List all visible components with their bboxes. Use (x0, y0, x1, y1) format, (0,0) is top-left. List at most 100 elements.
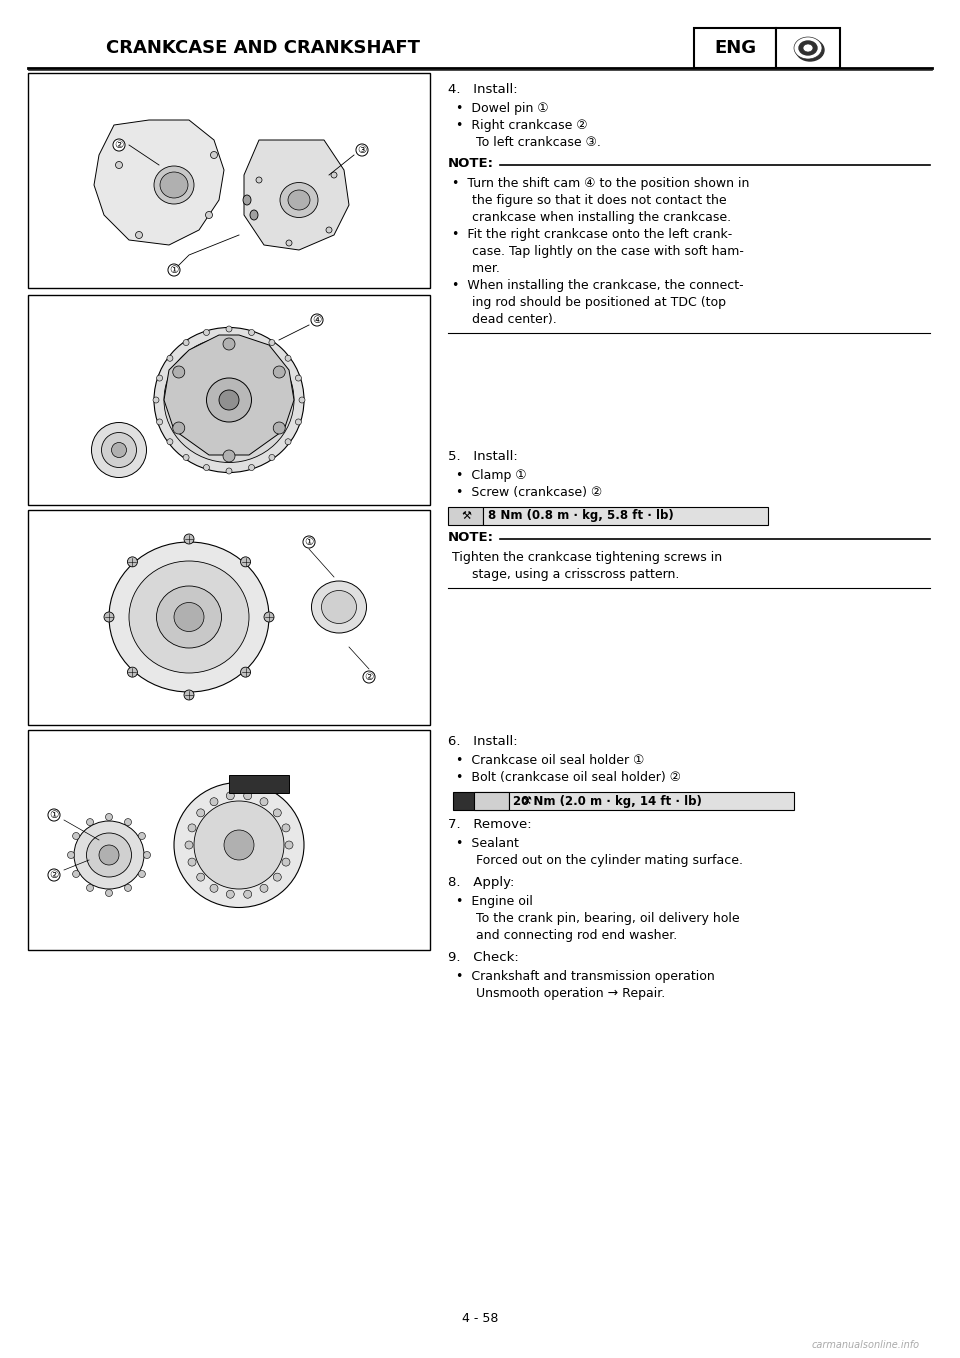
Ellipse shape (796, 39, 824, 61)
Ellipse shape (803, 43, 813, 52)
Ellipse shape (138, 870, 145, 877)
Text: dead center).: dead center). (452, 312, 557, 326)
Ellipse shape (244, 792, 252, 800)
Ellipse shape (184, 534, 194, 545)
Ellipse shape (227, 891, 234, 898)
Ellipse shape (154, 327, 304, 473)
Ellipse shape (286, 240, 292, 246)
Text: •  Engine oil: • Engine oil (456, 895, 533, 909)
Ellipse shape (174, 603, 204, 631)
Ellipse shape (109, 542, 269, 693)
Ellipse shape (282, 824, 290, 832)
Bar (28, 731, 430, 951)
Ellipse shape (206, 378, 252, 422)
Ellipse shape (223, 449, 235, 462)
Text: Unsmooth operation → Repair.: Unsmooth operation → Repair. (456, 987, 665, 999)
Ellipse shape (226, 469, 232, 474)
Polygon shape (94, 120, 224, 244)
Bar (28, 511, 430, 725)
Ellipse shape (197, 873, 204, 881)
Ellipse shape (249, 464, 254, 470)
Ellipse shape (288, 190, 310, 210)
Ellipse shape (331, 172, 337, 178)
Ellipse shape (156, 375, 162, 382)
Ellipse shape (227, 792, 234, 800)
Text: •  Right crankcase ②: • Right crankcase ② (456, 120, 588, 132)
Ellipse shape (135, 231, 142, 239)
Ellipse shape (125, 884, 132, 891)
Ellipse shape (128, 557, 137, 566)
Text: •  Crankshaft and transmission operation: • Crankshaft and transmission operation (456, 970, 715, 983)
Text: Tighten the crankcase tightening screws in: Tighten the crankcase tightening screws … (452, 551, 722, 564)
Text: NOTE:: NOTE: (448, 531, 494, 545)
Ellipse shape (86, 832, 132, 877)
Text: Forced out on the cylinder mating surface.: Forced out on the cylinder mating surfac… (456, 854, 743, 866)
Text: •  Sealant: • Sealant (456, 837, 518, 850)
Ellipse shape (210, 884, 218, 892)
Ellipse shape (282, 858, 290, 866)
Text: ①: ① (169, 265, 179, 276)
Bar (448, 507, 483, 526)
Ellipse shape (143, 851, 151, 858)
Ellipse shape (260, 884, 268, 892)
Ellipse shape (91, 422, 147, 478)
Ellipse shape (269, 340, 275, 345)
Bar (776, 29, 840, 68)
Ellipse shape (183, 455, 189, 460)
Ellipse shape (311, 581, 367, 633)
Text: stage, using a crisscross pattern.: stage, using a crisscross pattern. (452, 568, 680, 581)
Ellipse shape (167, 356, 173, 361)
Ellipse shape (322, 591, 356, 623)
Ellipse shape (285, 439, 291, 444)
Ellipse shape (194, 801, 284, 889)
Bar (694, 29, 776, 68)
Ellipse shape (299, 397, 305, 403)
Ellipse shape (184, 690, 194, 699)
Ellipse shape (156, 587, 222, 648)
Text: and connecting rod end washer.: and connecting rod end washer. (456, 929, 677, 942)
Ellipse shape (128, 667, 137, 678)
Ellipse shape (210, 797, 218, 805)
Ellipse shape (250, 210, 258, 220)
Ellipse shape (256, 177, 262, 183)
Ellipse shape (264, 612, 274, 622)
Ellipse shape (185, 841, 193, 849)
Ellipse shape (74, 822, 144, 889)
Text: the figure so that it does not contact the: the figure so that it does not contact t… (452, 194, 727, 206)
Ellipse shape (73, 832, 80, 839)
Text: ①: ① (304, 536, 314, 547)
Text: •  Screw (crankcase) ②: • Screw (crankcase) ② (456, 486, 602, 498)
Ellipse shape (156, 418, 162, 425)
Text: •  Dowel pin ①: • Dowel pin ① (456, 102, 548, 115)
Bar (474, 792, 509, 809)
Text: 20 Nm (2.0 m · kg, 14 ft · lb): 20 Nm (2.0 m · kg, 14 ft · lb) (513, 794, 702, 808)
Text: NOTE:: NOTE: (448, 158, 494, 170)
Ellipse shape (197, 809, 204, 818)
Ellipse shape (274, 809, 281, 818)
Ellipse shape (99, 845, 119, 865)
Ellipse shape (160, 172, 188, 198)
Text: 7.   Remove:: 7. Remove: (448, 818, 532, 831)
Ellipse shape (224, 830, 254, 860)
Ellipse shape (274, 873, 281, 881)
Bar (28, 73, 430, 288)
Ellipse shape (249, 330, 254, 335)
Ellipse shape (106, 889, 112, 896)
Text: 5.   Install:: 5. Install: (448, 449, 517, 463)
Bar (453, 792, 491, 809)
Ellipse shape (188, 858, 196, 866)
Ellipse shape (204, 464, 209, 470)
Text: To the crank pin, bearing, oil delivery hole: To the crank pin, bearing, oil delivery … (456, 913, 739, 925)
Ellipse shape (223, 338, 235, 350)
Ellipse shape (274, 422, 285, 435)
Ellipse shape (326, 227, 332, 234)
Ellipse shape (296, 418, 301, 425)
Ellipse shape (167, 439, 173, 444)
Ellipse shape (115, 162, 123, 168)
Text: •  Crankcase oil seal holder ①: • Crankcase oil seal holder ① (456, 754, 644, 767)
Ellipse shape (260, 797, 268, 805)
Ellipse shape (183, 340, 189, 345)
Text: ⚒: ⚒ (521, 796, 531, 807)
Ellipse shape (285, 356, 291, 361)
Ellipse shape (226, 326, 232, 331)
